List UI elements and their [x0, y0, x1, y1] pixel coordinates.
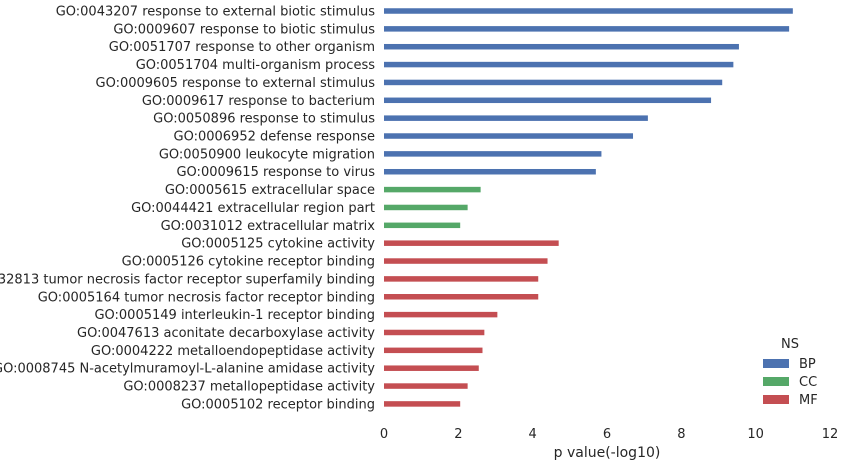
category-label: GO:0032813 tumor necrosis factor recepto… — [0, 272, 375, 287]
bar-bp — [384, 8, 793, 14]
category-label: GO:0005149 interleukin-1 receptor bindin… — [94, 308, 375, 323]
x-tick-labels: 0 2 4 6 8 10 12 — [380, 427, 838, 442]
category-label: GO:0009605 response to external stimulus — [96, 76, 376, 91]
legend-title: NS — [781, 337, 799, 352]
bar-mf — [384, 401, 461, 407]
x-tick-label: 12 — [822, 427, 839, 442]
category-label: GO:0043207 response to external biotic s… — [56, 5, 376, 20]
bar-cc — [384, 186, 481, 193]
category-label: GO:0005102 receptor binding — [181, 397, 375, 412]
category-label: GO:0051704 multi-organism process — [136, 58, 376, 73]
bar-mf — [384, 258, 548, 264]
category-label: GO:0009615 response to virus — [176, 165, 375, 180]
category-label: GO:0004222 metalloendopeptidase activity — [91, 344, 375, 359]
x-tick-label: 0 — [380, 427, 388, 442]
category-label: GO:0051707 response to other organism — [109, 40, 375, 55]
legend-label: MF — [799, 393, 818, 408]
x-tick-label: 6 — [603, 427, 611, 442]
category-labels: GO:0043207 response to external biotic s… — [0, 5, 375, 413]
legend-swatch-bp — [763, 359, 789, 368]
category-label: GO:0047613 aconitate decarboxylase activ… — [77, 326, 375, 341]
bar-mf — [384, 383, 468, 389]
category-label: GO:0009617 response to bacterium — [142, 94, 375, 109]
bar-bp — [384, 43, 739, 50]
category-label: GO:0044421 extracellular region part — [131, 201, 375, 216]
bar-bp — [384, 97, 712, 104]
x-axis-title: p value(-log10) — [554, 445, 661, 461]
legend-swatch-cc — [763, 377, 789, 386]
category-label: GO:0009607 response to biotic stimulus — [113, 22, 375, 37]
legend: NS BP CC MF — [763, 337, 818, 408]
bar-mf — [384, 294, 539, 300]
bar-bp — [384, 79, 723, 86]
bar-cc — [384, 222, 461, 229]
bar-bp — [384, 61, 734, 68]
bar-mf — [384, 329, 485, 336]
category-label: GO:0005615 extracellular space — [165, 183, 375, 198]
bar-cc — [384, 204, 468, 211]
x-tick-label: 2 — [454, 427, 462, 442]
category-label: GO:0050900 leukocyte migration — [159, 147, 375, 162]
bars-layer — [384, 8, 793, 407]
category-label: GO:0031012 extracellular matrix — [161, 219, 376, 234]
category-label: GO:0006952 defense response — [174, 130, 376, 145]
category-label: GO:0005125 cytokine activity — [181, 237, 375, 252]
bar-mf — [384, 240, 559, 246]
bar-mf — [384, 347, 483, 354]
bar-bp — [384, 26, 790, 32]
category-label: GO:0008745 N-acetylmuramoyl-L-alanine am… — [0, 362, 375, 377]
category-label: GO:0050896 response to stimulus — [153, 112, 375, 127]
x-tick-label: 10 — [747, 427, 764, 442]
bar-mf — [384, 365, 479, 371]
legend-label: BP — [799, 357, 816, 372]
bar-bp — [384, 115, 648, 121]
bar-bp — [384, 151, 602, 157]
x-tick-label: 4 — [529, 427, 537, 442]
bar-mf — [384, 311, 498, 318]
legend-swatch-mf — [763, 395, 789, 404]
bar-bp — [384, 133, 634, 139]
bar-mf — [384, 276, 539, 282]
bar-bp — [384, 168, 596, 175]
category-label: GO:0005164 tumor necrosis factor recepto… — [38, 290, 375, 305]
category-label: GO:0005126 cytokine receptor binding — [122, 255, 375, 270]
x-tick-label: 8 — [677, 427, 685, 442]
legend-label: CC — [799, 375, 817, 390]
category-label: GO:0008237 metallopeptidase activity — [123, 380, 375, 395]
